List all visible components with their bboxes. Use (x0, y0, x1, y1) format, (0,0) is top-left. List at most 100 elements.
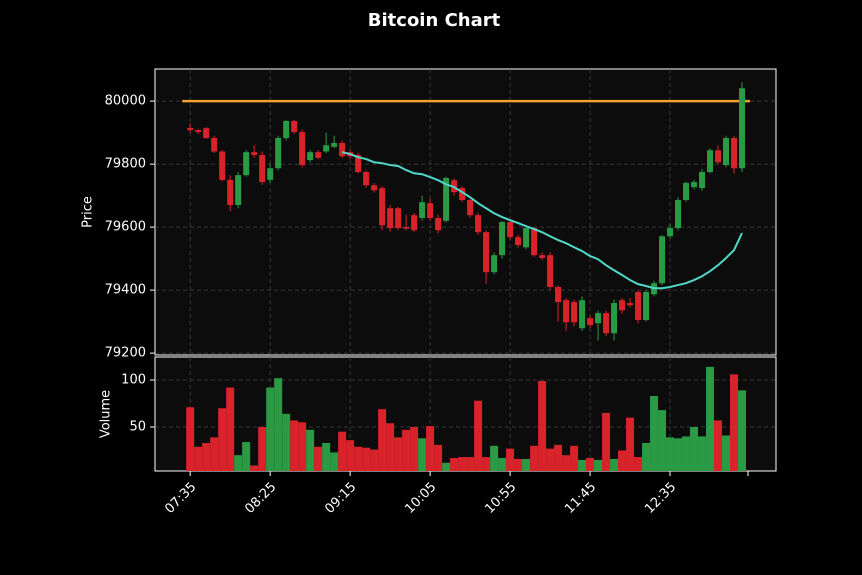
volume-bar (394, 437, 403, 471)
volume-bar (690, 427, 699, 471)
candle-body (739, 88, 746, 169)
candle-body (339, 143, 346, 157)
volume-bar (290, 420, 299, 471)
volume-bar (466, 457, 475, 471)
candle-body (731, 137, 738, 169)
volume-bar (666, 437, 675, 471)
y-tick-label: 80000 (105, 94, 146, 109)
volume-bar (370, 449, 379, 471)
candle-body (331, 143, 338, 147)
candle-body (203, 128, 210, 138)
volume-bar (442, 462, 451, 471)
chart-title: Bitcoin Chart (368, 10, 501, 31)
candle-body (547, 255, 554, 287)
candle-body (499, 222, 506, 256)
candle-body (515, 237, 522, 246)
volume-bar (362, 447, 371, 471)
volume-bar (594, 459, 603, 471)
candle-body (379, 188, 386, 226)
volume-bar (186, 407, 195, 471)
candle-body (435, 217, 442, 231)
y-axis-label: Price (81, 196, 96, 228)
candle-body (587, 318, 594, 326)
candle-body (699, 171, 706, 189)
candle-body (595, 313, 602, 324)
volume-bar (674, 438, 683, 471)
candle-body (355, 154, 362, 172)
volume-bar (338, 431, 347, 471)
volume-bar (634, 457, 643, 471)
candle-body (219, 151, 226, 180)
volume-bar (386, 423, 395, 471)
candle-body (371, 185, 378, 191)
candle-body (635, 292, 642, 321)
candle-body (283, 120, 290, 138)
volume-bar (602, 412, 611, 471)
candle-body (619, 300, 626, 311)
volume-bar (714, 420, 723, 471)
candle-body (275, 137, 282, 169)
candle-body (715, 150, 722, 163)
volume-bar (482, 457, 491, 471)
candle-body (683, 183, 690, 201)
candle-body (267, 168, 274, 180)
volume-bar (586, 458, 595, 471)
candle-body (299, 131, 306, 166)
candle-body (691, 182, 698, 188)
candle-body (227, 179, 234, 206)
candle-body (315, 152, 322, 158)
candle-body (667, 228, 674, 237)
volume-bar (546, 448, 555, 471)
candle-body (419, 202, 426, 218)
y-tick-label: 79400 (105, 283, 146, 298)
candle-body (707, 150, 714, 172)
candle-body (307, 152, 314, 161)
volume-bar (706, 366, 715, 471)
volume-bar (242, 442, 251, 471)
volume-bar (426, 426, 435, 471)
candle-body (523, 228, 530, 248)
moving-average-line (341, 151, 743, 290)
volume-bar (514, 458, 523, 471)
candle-body (491, 255, 498, 273)
candle-body (475, 215, 482, 233)
volume-bar (282, 413, 291, 471)
volume-bar (202, 442, 211, 471)
candle-body (659, 236, 666, 284)
y-tick-label: 79800 (105, 157, 146, 172)
candle-body (603, 313, 610, 334)
volume-bar (210, 437, 219, 471)
volume-bar (298, 422, 307, 471)
candle-body (467, 200, 474, 216)
volume-bar (570, 445, 579, 471)
volume-bar (450, 458, 459, 471)
volume-bar (658, 410, 667, 471)
volume-bar (218, 408, 227, 471)
volume-bar (538, 380, 547, 471)
candle-body (443, 177, 450, 221)
volume-bar (626, 417, 635, 471)
candle-body (403, 227, 410, 229)
volume-bar (730, 374, 739, 471)
volume-bar (266, 387, 275, 471)
candle-body (555, 286, 562, 303)
volume-bar (618, 450, 627, 471)
candle-body (627, 303, 634, 306)
volume-bar (698, 436, 707, 471)
y-tick-label: 79600 (105, 220, 146, 235)
candle-body (323, 145, 330, 152)
candle-body (427, 203, 434, 218)
volume-bar (346, 440, 355, 471)
candle-body (411, 215, 418, 231)
volume-bar (530, 445, 539, 471)
volume-bar (434, 444, 443, 471)
candle-body (243, 152, 250, 176)
volume-bar (474, 400, 483, 471)
volume-bar (258, 427, 267, 471)
volume-bar (650, 396, 659, 471)
volume-bar (418, 438, 427, 471)
price-panel (154, 68, 777, 356)
volume-bar (314, 446, 323, 471)
volume-bar (738, 390, 747, 471)
